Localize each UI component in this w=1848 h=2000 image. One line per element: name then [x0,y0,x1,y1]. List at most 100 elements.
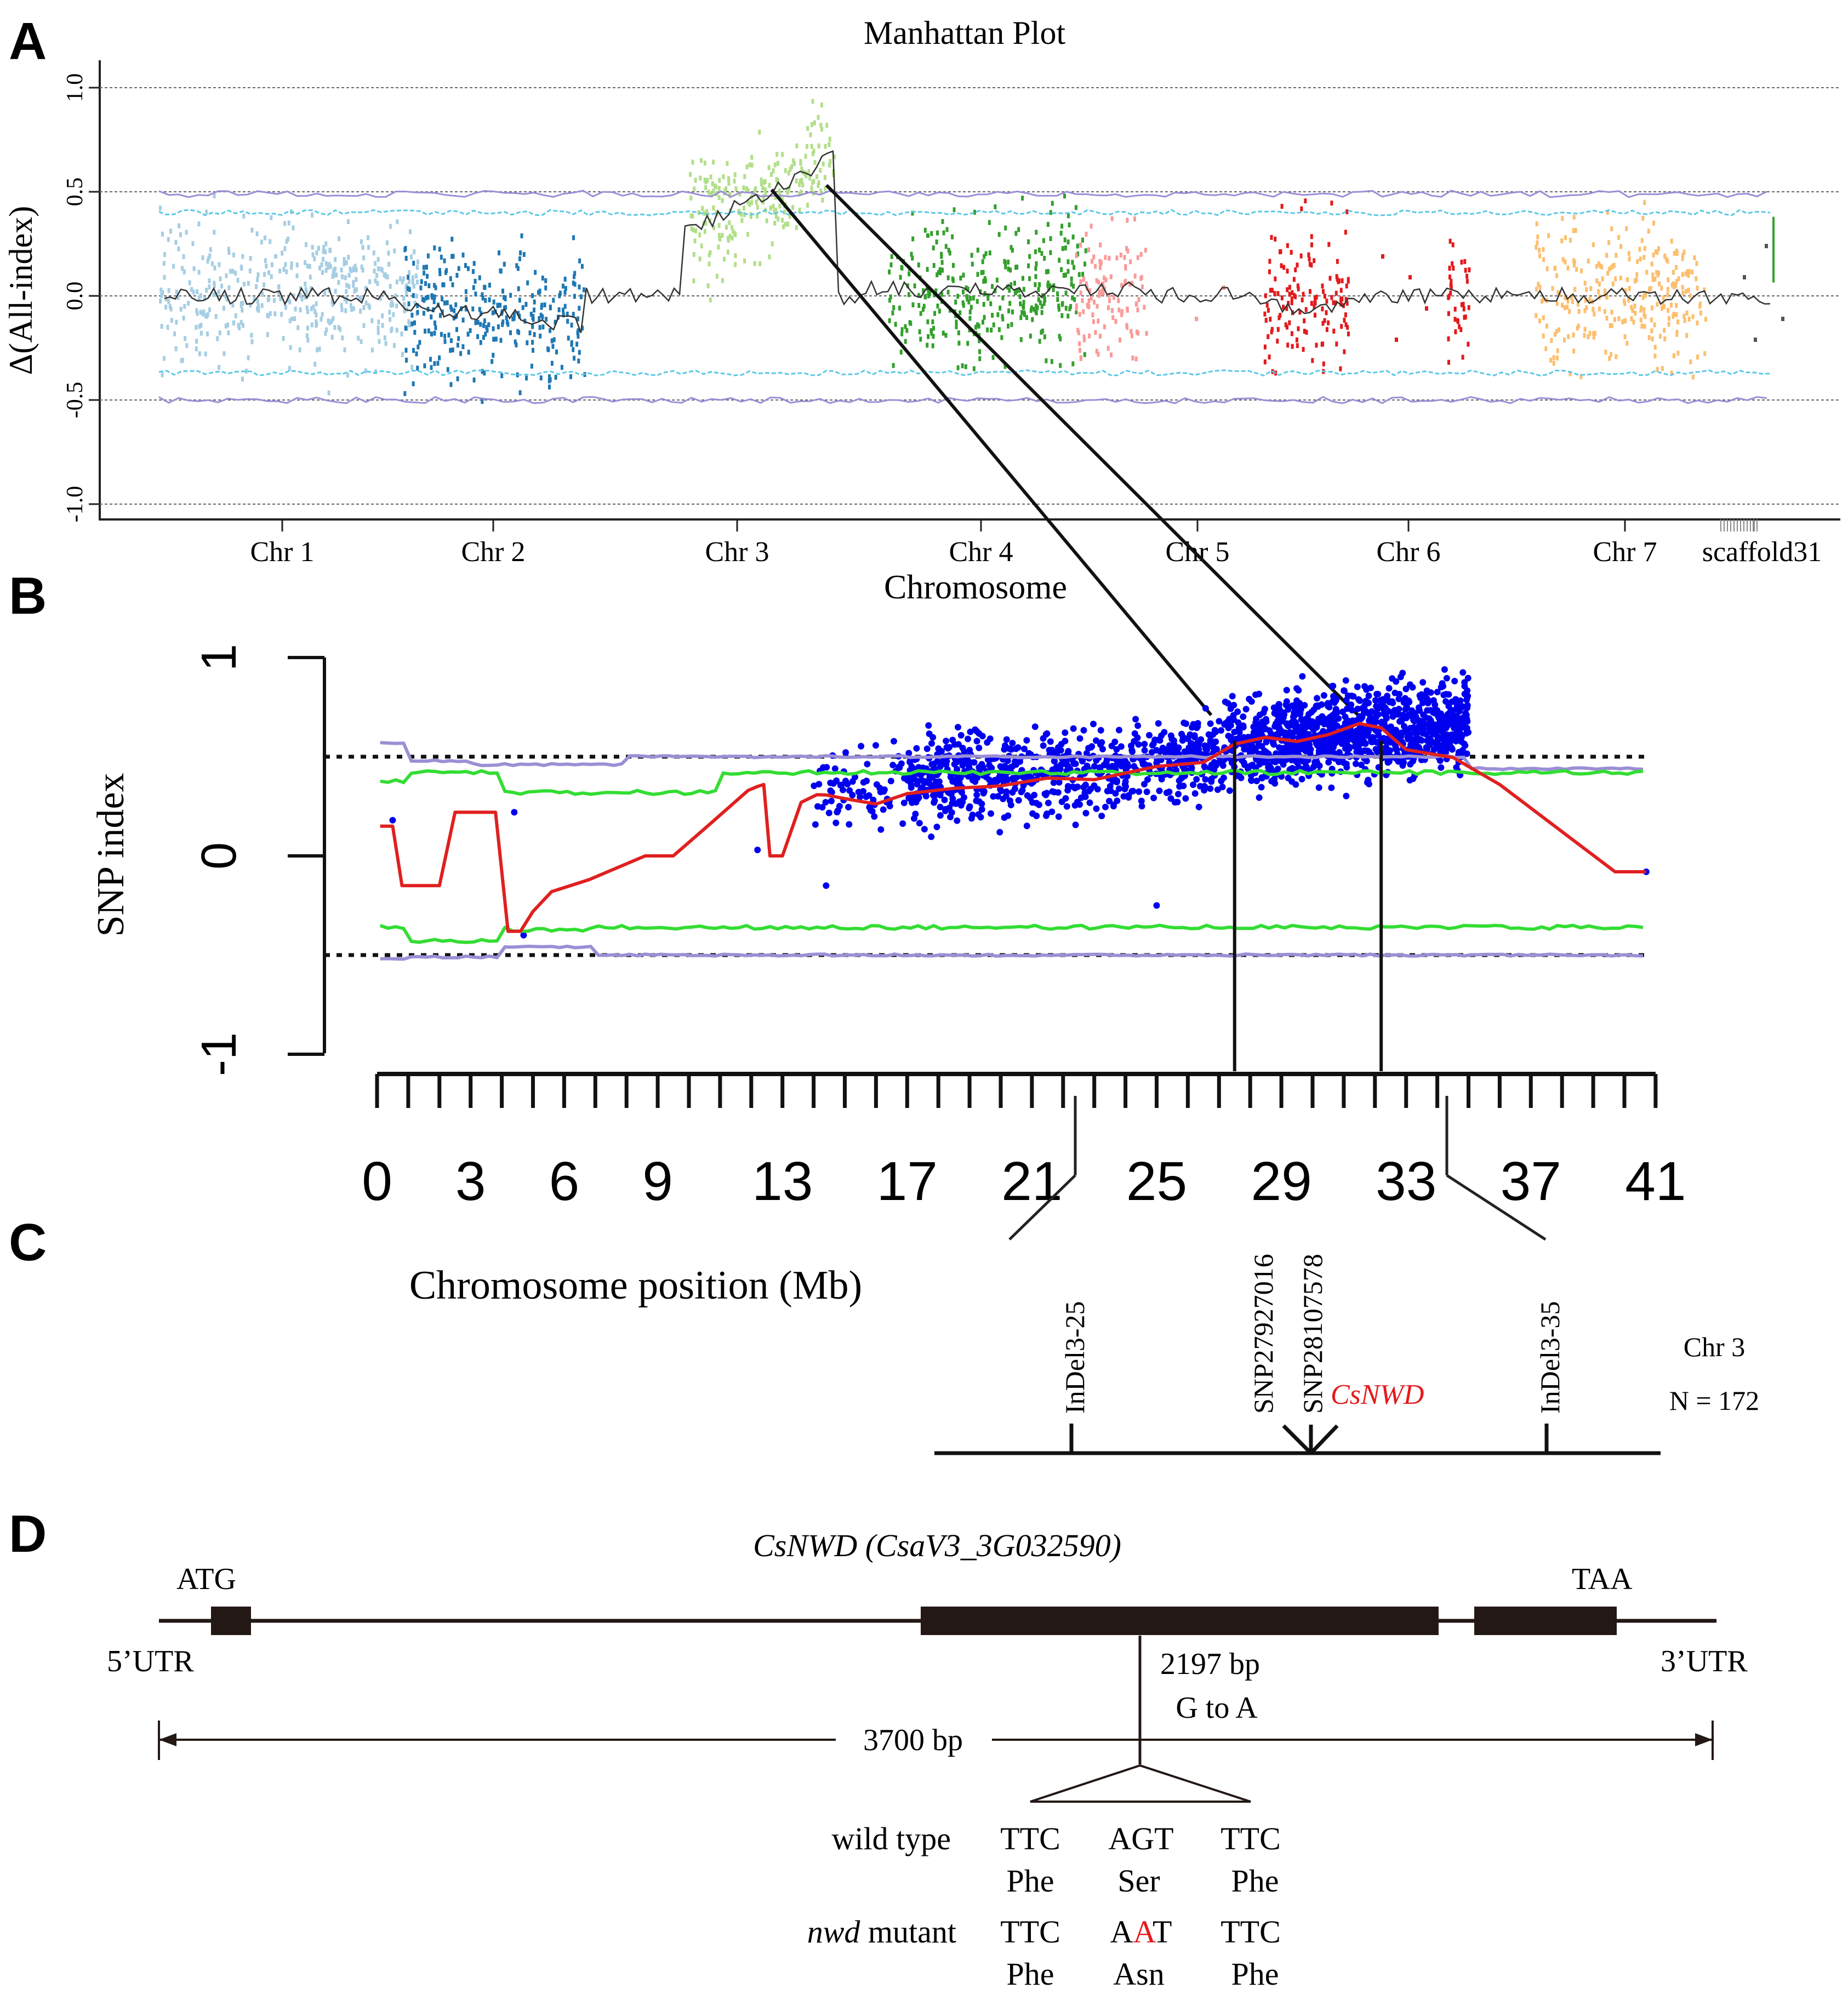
snp-point [973,791,980,798]
manhattan-point [1037,297,1040,302]
manhattan-point [296,325,300,330]
manhattan-point [1129,259,1132,265]
manhattan-point [919,336,922,342]
manhattan-point [1345,283,1348,289]
snp-point [1345,745,1353,752]
snp-point [1297,710,1304,717]
manhattan-point [1681,272,1684,277]
manhattan-point [562,307,564,313]
snp-point [1354,683,1361,690]
snp-point [1112,790,1119,797]
manhattan-point [1097,352,1100,357]
snp-point [943,758,950,765]
manhattan-point [727,180,731,186]
manhattan-point [783,209,786,215]
manhattan-point [524,302,528,307]
snp-point [1374,711,1382,718]
genetic-map: InDel3-25 SNP27927016 SNP28107578 InDel3… [934,1096,1759,1455]
manhattan-point [1670,282,1674,288]
manhattan-point [928,291,932,296]
manhattan-point [909,321,912,326]
manhattan-point [1574,228,1577,233]
manhattan-point [1145,331,1148,336]
snp-point [1086,799,1093,806]
manhattan-point [1321,341,1325,347]
manhattan-point [543,302,546,307]
snp-point [946,744,953,751]
manhattan-point [367,245,370,250]
manhattan-point [306,309,310,315]
manhattan-point [892,305,896,310]
manhattan-point [978,356,982,362]
snp-point [1207,720,1214,727]
manhattan-point [248,268,252,273]
manhattan-point [476,334,480,339]
manhattan-point [583,287,585,293]
manhattan-point [361,267,364,273]
snp-x-tick-label: 17 [877,1151,938,1212]
manhattan-point [474,278,477,284]
manhattan-point [1535,221,1538,226]
manhattan-point [526,340,529,346]
manhattan-point [1059,231,1063,236]
manhattan-point [392,312,395,317]
manhattan-point [1019,315,1023,321]
manhattan-point [1035,261,1038,266]
manhattan-point [353,264,357,269]
manhattan-point [408,287,411,292]
manhattan-x-ticks: Chr 1 Chr 2 Chr 3 Chr 4 Chr 5 Chr 6 Chr 7 scaff… [250,519,1822,568]
manhattan-point [343,296,346,302]
manhattan-point [209,247,212,252]
manhattan-point [1290,250,1293,255]
marker-label-snp28107578: SNP28107578 [1297,1254,1328,1414]
manhattan-point [450,254,454,259]
manhattan-point [1008,301,1012,306]
snp-point [1043,812,1050,819]
snp-point [1280,761,1287,768]
snp-point [1175,744,1182,751]
manhattan-y-ticks: 1.00.50.0-0.5-1.0 [62,73,100,522]
snp-point [1274,765,1281,773]
manhattan-point [263,282,266,288]
manhattan-point [1661,366,1664,372]
manhattan-point [578,350,581,355]
snp-point [961,794,967,801]
manhattan-point [704,179,708,185]
manhattan-point [562,312,565,318]
manhattan-point [204,313,207,318]
manhattan-point [414,273,418,279]
manhattan-point [1569,237,1572,243]
snp-point [1395,695,1402,702]
manhattan-point [1057,304,1060,309]
manhattan-point [1549,357,1553,363]
manhattan-point [1592,331,1595,336]
manhattan-point [1465,273,1469,279]
manhattan-point [425,265,428,270]
snp-point [965,735,971,742]
manhattan-point [378,339,381,344]
manhattan-point [179,306,182,312]
snp-point [1261,706,1268,712]
manhattan-point [360,295,363,300]
manhattan-point [1022,276,1024,281]
manhattan-point [332,316,335,321]
manhattan-point [940,254,943,259]
manhattan-point [347,284,351,289]
manhattan-point [1545,266,1549,271]
manhattan-point [255,231,259,237]
manhattan-point [1542,333,1545,339]
manhattan-point [362,305,366,310]
snp-ci99-lower [380,944,1644,961]
snp-point [976,744,983,751]
manhattan-point [1007,266,1010,272]
manhattan-point [1270,288,1274,293]
manhattan-point [383,335,386,341]
snp-point [943,738,950,745]
manhattan-x-tick-label: scaffold31 [1702,536,1822,568]
manhattan-point [699,175,702,181]
manhattan-point [1619,244,1622,249]
manhattan-point [578,258,581,264]
manhattan-point [1599,263,1602,268]
mut-aa-1: Phe [1007,1956,1054,1992]
manhattan-point [263,272,266,277]
